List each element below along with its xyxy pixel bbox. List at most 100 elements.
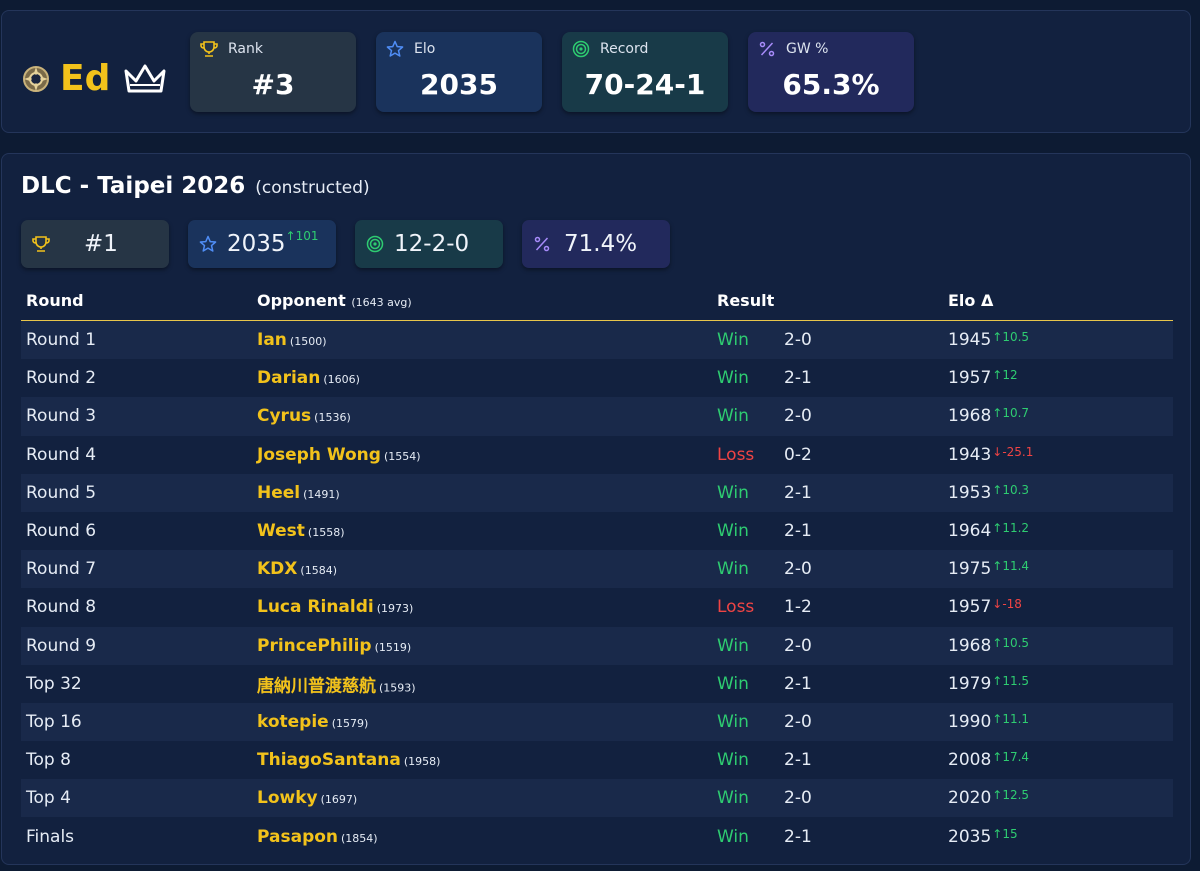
elo-value: 1945	[948, 330, 992, 351]
gw-label: GW %	[786, 41, 829, 57]
event-rank-card: #1	[21, 220, 169, 268]
opponent-name[interactable]: Luca Rinaldi	[257, 597, 374, 618]
event-elo-value: 2035	[227, 231, 286, 257]
result-cell: Win	[717, 521, 749, 542]
opponent-cell[interactable]: kotepie (1579)	[257, 712, 368, 732]
opponent-name[interactable]: Heel	[257, 482, 301, 503]
opponent-elo: (1973)	[376, 602, 414, 616]
elo-value: 1957	[948, 597, 992, 618]
elo-value: 1968	[948, 635, 992, 656]
elo-value: 1964	[948, 521, 992, 542]
table-row: Round 4 Joseph Wong (1554) Loss 0-2 1943↓-25.…	[21, 436, 1173, 474]
opponent-name[interactable]: Pasapon	[257, 826, 339, 847]
event-rank-value: #1	[84, 231, 118, 257]
percent-icon	[534, 236, 550, 252]
opponent-name[interactable]: KDX	[257, 559, 298, 580]
opponent-name[interactable]: Joseph Wong	[257, 444, 381, 465]
opponent-cell[interactable]: Lowky (1697)	[257, 788, 357, 808]
event-elo-delta: ↑101	[285, 229, 319, 243]
opponent-cell[interactable]: Luca Rinaldi (1973)	[257, 597, 413, 617]
round-cell: Round 1	[26, 330, 97, 351]
elo-value: 1953	[948, 482, 992, 503]
elo-value: 1943	[948, 444, 992, 465]
opponent-cell[interactable]: Pasapon (1854)	[257, 827, 378, 847]
opponent-cell[interactable]: Ian (1500)	[257, 330, 326, 350]
score-cell: 0-2	[784, 444, 812, 465]
elo-cell: 2035↑15	[948, 827, 1018, 847]
round-cell: Round 3	[26, 406, 97, 427]
opponent-name[interactable]: 唐納川普渡慈航	[257, 676, 376, 697]
opponent-name[interactable]: West	[257, 521, 305, 542]
elo-delta: ↑10.5	[992, 330, 1030, 345]
elo-value: 1968	[948, 406, 992, 427]
opponent-cell[interactable]: ThiagoSantana (1958)	[257, 750, 440, 770]
result-cell: Win	[717, 711, 749, 732]
elo-cell: 1979↑11.5	[948, 674, 1029, 694]
crown-icon	[124, 64, 166, 93]
opponent-cell[interactable]: Darian (1606)	[257, 368, 360, 388]
player-summary-panel: Ed Rank #3 Elo 2035 Record 70-24-1 GW %	[1, 10, 1191, 133]
opponent-cell[interactable]: 唐納川普渡慈航 (1593)	[257, 671, 416, 696]
opponent-cell[interactable]: Joseph Wong (1554)	[257, 445, 421, 465]
opponent-name[interactable]: ThiagoSantana	[257, 750, 401, 771]
record-value: 70-24-1	[584, 68, 706, 101]
opponent-cell[interactable]: West (1558)	[257, 521, 345, 541]
elo-value: 1979	[948, 673, 992, 694]
round-cell: Round 2	[26, 368, 97, 389]
table-header: Round Opponent (1643 avg) Result Elo Δ	[21, 284, 1173, 321]
elo-delta: ↓-18	[992, 597, 1022, 612]
elo-cell: 1968↑10.7	[948, 406, 1029, 426]
opponent-elo: (1579)	[331, 716, 369, 730]
opponent-elo: (1491)	[303, 487, 340, 501]
opponent-cell[interactable]: KDX (1584)	[257, 559, 337, 579]
round-cell: Top 32	[26, 673, 82, 694]
score-cell: 2-1	[784, 482, 812, 503]
elo-cell: 1975↑11.4	[948, 559, 1029, 579]
elo-delta: ↑11.2	[992, 521, 1030, 536]
opponent-cell[interactable]: Cyrus (1536)	[257, 406, 351, 426]
elo-cell: 1953↑10.3	[948, 483, 1029, 503]
opponent-name[interactable]: Cyrus	[257, 406, 312, 427]
elo-cell: 2008↑17.4	[948, 750, 1029, 770]
opponent-name[interactable]: kotepie	[257, 711, 329, 732]
result-cell: Loss	[717, 444, 755, 465]
event-record-card: 12-2-0	[355, 220, 503, 268]
result-cell: Win	[717, 788, 749, 809]
result-cell: Win	[717, 368, 749, 389]
target-icon	[366, 235, 384, 253]
result-cell: Win	[717, 482, 749, 503]
opponent-name[interactable]: Ian	[257, 330, 287, 351]
opponent-cell[interactable]: Heel (1491)	[257, 483, 340, 503]
opponent-elo: (1697)	[320, 793, 358, 807]
opponent-elo: (1593)	[379, 681, 416, 695]
opponent-name[interactable]: Darian	[257, 368, 321, 389]
score-cell: 2-0	[784, 711, 812, 732]
opponent-elo: (1519)	[374, 640, 412, 654]
round-cell: Top 8	[26, 750, 71, 771]
table-row: Round 9 PrincePhilip (1519) Win 2-0 1968↑10.5	[21, 626, 1173, 665]
opponent-name[interactable]: PrincePhilip	[257, 635, 372, 656]
round-cell: Round 4	[26, 444, 97, 465]
opponent-cell[interactable]: PrincePhilip (1519)	[257, 636, 411, 656]
round-cell: Round 5	[26, 482, 97, 503]
table-body: Round 1 Ian (1500) Win 2-0 1945↑10.5 Round 2 Da…	[21, 321, 1173, 856]
elo-cell: 2020↑12.5	[948, 788, 1029, 808]
elo-value: 1990	[948, 711, 992, 732]
elo-cell: 1945↑10.5	[948, 330, 1029, 350]
opponent-name[interactable]: Lowky	[257, 788, 318, 809]
elo-delta: ↑10.3	[992, 482, 1030, 497]
round-cell: Top 4	[26, 788, 71, 809]
elo-delta: ↓-25.1	[992, 444, 1034, 459]
elo-value: 2020	[948, 788, 992, 809]
elo-stat-card: Elo 2035	[376, 32, 542, 112]
header-opponent: Opponent (1643 avg)	[257, 291, 412, 310]
elo-value: 1975	[948, 559, 992, 580]
elo-value: 2035	[948, 826, 992, 847]
trophy-icon	[200, 41, 218, 57]
elo-cell: 1968↑10.5	[948, 636, 1029, 656]
elo-delta: ↑11.1	[992, 711, 1030, 726]
elo-cell: 1957↑12	[948, 368, 1018, 388]
trophy-icon	[32, 236, 50, 252]
class-emblem-icon	[23, 66, 49, 92]
rank-label: Rank	[228, 41, 263, 57]
